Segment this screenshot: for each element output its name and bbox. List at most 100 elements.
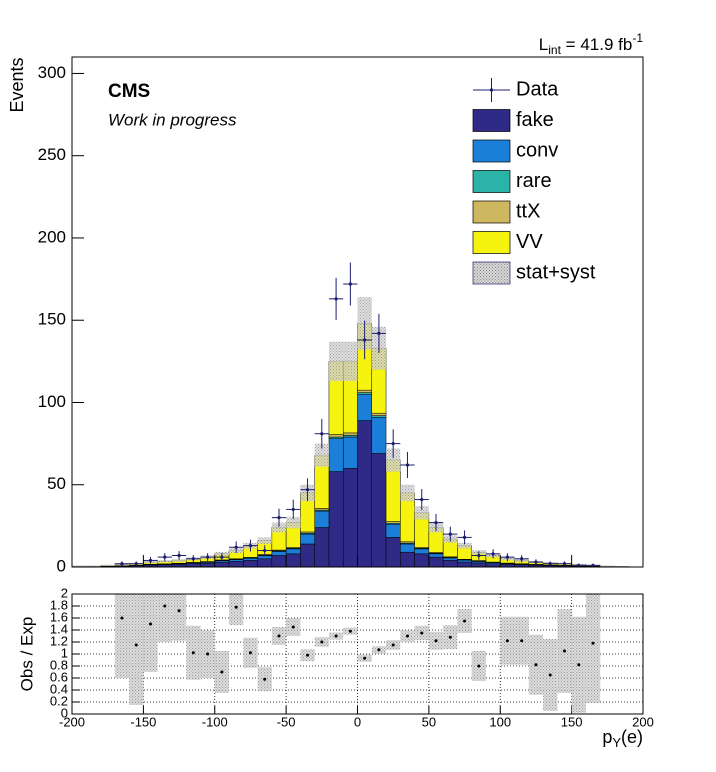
ratio-point <box>591 641 595 645</box>
stack-bar <box>471 562 487 568</box>
uncertainty-band <box>171 559 187 562</box>
y-tick-label: 0 <box>57 556 66 575</box>
data-point <box>548 562 552 566</box>
y-tick-label: 0.8 <box>50 657 68 672</box>
stack-bar <box>257 558 273 568</box>
data-point <box>534 560 538 564</box>
stack-bar <box>285 548 301 555</box>
ratio-point <box>291 625 295 629</box>
ratio-point <box>434 639 438 643</box>
legend-label: ttX <box>516 200 540 222</box>
y-tick-label: 0.4 <box>50 681 68 696</box>
ratio-point <box>377 648 381 652</box>
stack-bar <box>271 555 287 568</box>
x-axis-label: pY(e) <box>602 727 643 751</box>
ratio-point <box>520 639 524 643</box>
stack-bar <box>357 394 373 421</box>
ratio-point <box>363 656 367 660</box>
stack-bar <box>342 468 358 568</box>
uncertainty-band <box>386 448 401 472</box>
uncertainty-band <box>286 516 301 529</box>
y-tick-label: 2 <box>61 585 68 600</box>
data-point <box>491 552 495 556</box>
data-point <box>277 516 281 520</box>
data-point <box>334 297 338 301</box>
legend-data-marker <box>489 88 494 92</box>
uncertainty-band <box>457 542 472 549</box>
ratio-band <box>585 594 601 704</box>
x-tick-label: 50 <box>422 714 436 729</box>
data-point <box>120 562 124 566</box>
ratio-point <box>248 651 252 655</box>
uncertainty-band <box>328 341 344 382</box>
stack-bar <box>414 553 430 568</box>
uncertainty-band <box>157 560 172 563</box>
y-tick-label: 1 <box>61 645 68 660</box>
legend-label: stat+syst <box>516 261 596 283</box>
ratio-point <box>548 673 552 677</box>
ratio-band <box>129 594 144 705</box>
stack-bar <box>457 559 472 563</box>
uncertainty-band <box>257 537 272 544</box>
lumi-sup: -1 <box>632 31 643 45</box>
legend-label: VV <box>516 231 543 253</box>
uncertainty-band <box>100 564 115 567</box>
lumi-symbol: L <box>539 35 548 54</box>
y-tick-label: 1.8 <box>50 597 68 612</box>
data-point <box>348 282 352 286</box>
stack-bar <box>300 533 315 545</box>
main-frame <box>71 56 644 568</box>
stack-bar <box>400 551 415 568</box>
stack-bar <box>414 548 430 555</box>
legend-swatch <box>472 200 511 224</box>
ratio-point <box>463 619 467 623</box>
y-tick-label: 1.6 <box>50 609 68 624</box>
uncertainty-band <box>86 565 101 567</box>
x-tick-label: 0 <box>354 714 361 729</box>
stack-bar <box>314 510 330 528</box>
ratio-point <box>263 677 267 681</box>
data-point <box>191 557 195 561</box>
stack-bar <box>314 527 330 568</box>
uncertainty-band <box>400 484 415 502</box>
legend-label: fake <box>516 109 554 131</box>
ratio-point <box>420 631 424 635</box>
data-point <box>148 558 153 563</box>
stack-bar <box>428 553 444 558</box>
y-tick-label: 50 <box>47 474 66 493</box>
stack-bar <box>428 556 444 568</box>
ratio-point <box>177 609 181 613</box>
ratio-band <box>157 594 172 642</box>
data-point <box>220 555 224 559</box>
legend-swatch <box>472 109 511 132</box>
uncertainty-band <box>343 341 358 382</box>
data-point <box>448 532 452 536</box>
ratio-point <box>277 634 281 638</box>
ratio-point <box>477 664 481 668</box>
main-panel: 0 50 100 150 200 250 300 Data fake conv rare ttX VV s… <box>38 63 644 575</box>
data-point <box>434 520 438 525</box>
legend-swatch <box>472 231 511 254</box>
stack-bar <box>442 560 458 568</box>
lumi-sub: int <box>548 43 561 57</box>
stack-bar <box>285 553 301 568</box>
ratio-band <box>171 594 187 641</box>
ratio-point <box>534 663 538 667</box>
cms-sublabel: Work in progress <box>108 110 237 129</box>
uncertainty-band <box>414 506 429 520</box>
y-tick-label: 0.6 <box>50 669 68 684</box>
stack-bar <box>357 420 373 568</box>
x-tick-label: -200 <box>59 714 85 729</box>
data-point <box>206 555 210 559</box>
stack-bar <box>385 537 401 568</box>
data-point <box>134 562 138 566</box>
ratio-point <box>206 652 210 656</box>
data-point <box>377 331 381 335</box>
lumi-text: = 41.9 fb <box>561 35 632 54</box>
stack-bar <box>371 412 387 416</box>
data-point <box>248 544 253 548</box>
stack-bar <box>257 555 273 560</box>
ratio-point <box>562 649 566 653</box>
legend-swatch <box>472 261 511 285</box>
ratio-point <box>348 629 352 633</box>
